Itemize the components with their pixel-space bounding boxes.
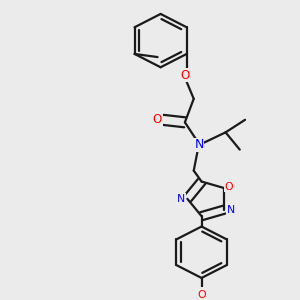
Text: N: N [177,194,185,204]
Text: N: N [227,205,235,214]
Text: O: O [153,113,162,126]
Text: O: O [197,290,206,300]
Text: O: O [180,69,190,82]
Text: N: N [194,138,204,152]
Text: O: O [224,182,233,192]
